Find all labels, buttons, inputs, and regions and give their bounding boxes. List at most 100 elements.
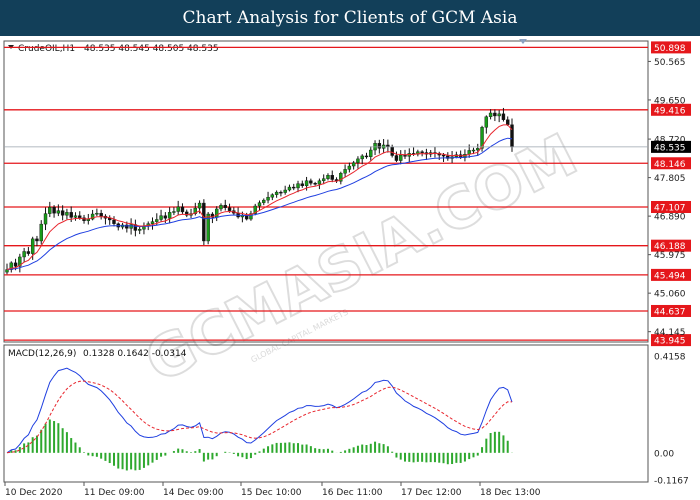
- candle-body: [390, 146, 394, 156]
- level-label: 45.494: [654, 271, 686, 281]
- candle-body: [13, 262, 18, 267]
- candle-body: [215, 208, 219, 218]
- candle-body: [480, 127, 484, 149]
- candle-body: [167, 212, 172, 219]
- candle-body: [369, 149, 373, 157]
- candle-body: [270, 194, 275, 198]
- level-label-box: [651, 268, 691, 281]
- candle-body: [150, 221, 155, 224]
- candle-body: [78, 215, 82, 219]
- macd-tick-label: 0.00: [654, 449, 674, 459]
- price-tick-label: 45.975: [654, 251, 686, 261]
- candle-body: [5, 269, 9, 273]
- level-label-box: [651, 103, 691, 116]
- slow-ma-line: [6, 137, 513, 271]
- price-tick-label: 48.720: [654, 136, 686, 146]
- candle-body: [377, 143, 382, 149]
- candle-body: [399, 154, 403, 161]
- candle-body: [339, 172, 343, 182]
- time-tick-label: 18 Dec 13:00: [480, 488, 541, 498]
- candle-body: [48, 207, 52, 214]
- candle-body: [159, 215, 163, 220]
- ohlc-readout: 48.535 48.545 48.505 48.535: [84, 44, 219, 54]
- candle-body: [227, 207, 232, 211]
- candle-body: [386, 144, 390, 147]
- macd-tick-label: -0.1167: [654, 477, 689, 487]
- price-tick-label: 47.805: [654, 174, 686, 184]
- candle-body: [309, 180, 313, 184]
- candle-body: [356, 158, 360, 163]
- macd-axis-ticks: 0.4158 0.00 -0.1167: [654, 353, 689, 487]
- candle-body: [317, 180, 322, 185]
- scroll-marker-icon: [519, 39, 527, 44]
- support-resistance-levels: 50.898 49.416 48.146 47.107 46.188 45.494 44.6…: [4, 41, 691, 347]
- candle-body: [300, 183, 304, 187]
- candle-body: [90, 213, 95, 220]
- current-price-label: 48.535: [654, 143, 686, 153]
- time-tick-label: 16 Dec 11:00: [322, 488, 383, 498]
- candle-body: [321, 178, 326, 181]
- candle-body: [501, 113, 506, 120]
- candle-body: [253, 205, 257, 214]
- candle-body: [394, 155, 399, 161]
- candle-body: [69, 212, 73, 218]
- candle-body: [9, 262, 13, 270]
- candle-body: [176, 206, 180, 212]
- candle-body: [351, 162, 356, 167]
- candle-body: [219, 204, 223, 210]
- candle-body: [39, 223, 43, 242]
- candle-body: [471, 149, 476, 152]
- candle-body: [56, 210, 61, 214]
- fast-ma-line: [6, 124, 513, 271]
- candle-body: [30, 238, 35, 254]
- symbol-label: CrudeOIL,H1: [18, 44, 75, 54]
- current-price-box: [651, 140, 691, 153]
- macd-label: MACD(12,26,9): [8, 349, 76, 359]
- macd-series: [6, 367, 513, 471]
- header-banner: Chart Analysis for Clients of GCM Asia: [0, 0, 700, 36]
- price-tick-label: 50.565: [654, 58, 686, 68]
- level-label: 44.637: [654, 307, 686, 317]
- candle-body: [193, 207, 198, 214]
- level-label: 49.416: [654, 106, 686, 116]
- candle-body: [26, 251, 31, 254]
- candle-body: [283, 189, 287, 193]
- level-label-box: [651, 334, 691, 347]
- candle-body: [330, 175, 334, 180]
- price-tick-label: 45.060: [654, 290, 686, 300]
- candle-body: [163, 215, 168, 219]
- candle-body: [313, 183, 317, 185]
- candle-body: [73, 215, 78, 218]
- candle-body: [493, 112, 497, 117]
- candle-body: [343, 169, 347, 174]
- candle-body: [279, 191, 283, 194]
- page-title: Chart Analysis for Clients of GCM Asia: [182, 8, 518, 28]
- macd-tick-label: 0.4158: [654, 353, 686, 363]
- time-tick-label: 14 Dec 09:00: [163, 488, 224, 498]
- candle-body: [35, 238, 39, 242]
- candle-body: [112, 219, 116, 224]
- time-tick-label: 10 Dec 2020: [5, 488, 63, 498]
- candle-body: [65, 212, 69, 216]
- candle-body: [497, 113, 501, 117]
- candle-body: [304, 180, 309, 187]
- level-label: 50.898: [654, 44, 686, 54]
- candle-body: [476, 148, 480, 151]
- candle-body: [180, 206, 185, 213]
- time-tick-label: 15 Dec 10:00: [241, 488, 302, 498]
- level-label: 48.146: [654, 160, 686, 170]
- candle-body: [108, 218, 112, 221]
- candle-body: [441, 154, 446, 157]
- level-label-box: [651, 200, 691, 213]
- candle-body: [99, 212, 103, 217]
- candle-body: [360, 155, 364, 160]
- time-axis: 10 Dec 2020 11 Dec 09:00 14 Dec 09:00 15 De…: [4, 482, 541, 498]
- candle-body: [446, 155, 450, 159]
- candle-body: [296, 183, 300, 189]
- macd-readout: 0.1328 0.1642 -0.0314: [83, 349, 187, 359]
- candle-body: [60, 210, 65, 216]
- level-label-box: [651, 157, 691, 170]
- candle-body: [420, 151, 424, 153]
- candle-body: [257, 202, 262, 207]
- candle-body: [22, 251, 26, 258]
